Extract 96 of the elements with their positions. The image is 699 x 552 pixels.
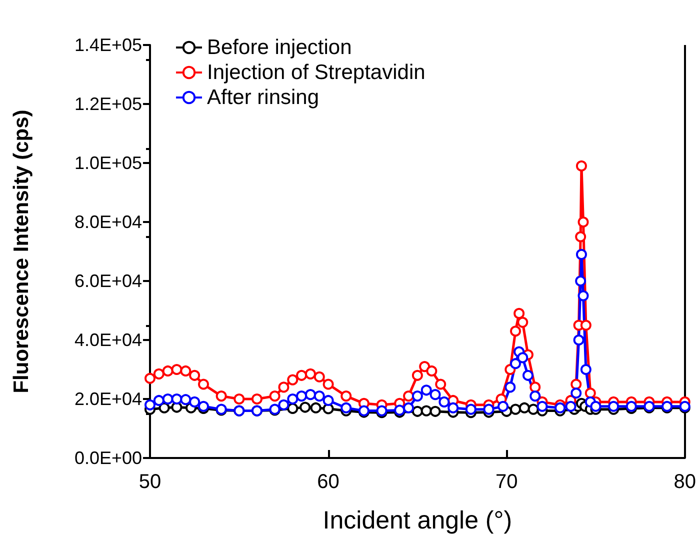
- point: [296, 370, 308, 381]
- point: [287, 402, 298, 414]
- point: [234, 394, 245, 404]
- point: [287, 394, 298, 404]
- point: [300, 402, 311, 413]
- point: [530, 382, 541, 393]
- x-tick-label: 80: [674, 471, 696, 493]
- point: [504, 382, 516, 393]
- point: [412, 390, 423, 402]
- point: [554, 402, 566, 414]
- point: [322, 394, 334, 406]
- point: [565, 400, 576, 412]
- point: [438, 396, 450, 408]
- point: [322, 378, 334, 390]
- point: [575, 276, 586, 286]
- point: [310, 402, 322, 414]
- point: [420, 405, 432, 416]
- point: [498, 400, 509, 412]
- point: [278, 399, 290, 410]
- point: [510, 358, 521, 370]
- point: [144, 372, 156, 384]
- point: [314, 390, 325, 402]
- point: [578, 216, 589, 228]
- point: [578, 290, 589, 302]
- point: [304, 389, 316, 400]
- y-axis-title: Fluorescence Intensity (cps): [10, 110, 33, 394]
- y-tick-label: 0.0E+00: [74, 448, 142, 468]
- point: [278, 382, 290, 393]
- point: [465, 404, 476, 415]
- point: [536, 400, 548, 412]
- point: [575, 231, 586, 242]
- point: [448, 402, 459, 414]
- point: [304, 368, 316, 380]
- point: [590, 400, 602, 412]
- point: [426, 365, 438, 376]
- point: [518, 402, 530, 414]
- point: [430, 389, 441, 400]
- point: [419, 361, 430, 372]
- point: [573, 334, 584, 346]
- point: [412, 370, 423, 381]
- point: [153, 368, 164, 380]
- point: [522, 370, 534, 381]
- point: [517, 352, 528, 364]
- point: [314, 371, 325, 382]
- point: [269, 390, 280, 402]
- point: [510, 326, 521, 337]
- point: [580, 364, 592, 375]
- point: [296, 390, 308, 402]
- point: [435, 378, 446, 390]
- point: [608, 400, 620, 412]
- point: [528, 404, 539, 415]
- point: [517, 316, 528, 328]
- point: [580, 320, 592, 331]
- point: [180, 394, 192, 406]
- y-tick-label: 1.2E+05: [74, 94, 142, 114]
- point: [189, 396, 200, 408]
- point: [430, 406, 441, 417]
- point: [570, 378, 582, 390]
- point: [287, 374, 298, 386]
- point: [403, 402, 414, 414]
- point: [144, 399, 156, 410]
- point: [171, 364, 182, 375]
- point: [251, 394, 262, 404]
- point: [420, 384, 432, 396]
- x-tick-label: 70: [495, 471, 518, 493]
- point: [340, 402, 352, 414]
- y-tick-label: 8.0E+04: [74, 212, 142, 232]
- point: [153, 394, 164, 406]
- legend-label: Injection of Streptavidin: [207, 61, 426, 84]
- legend-label: After rinsing: [207, 86, 320, 109]
- point: [403, 390, 414, 402]
- point: [171, 394, 182, 404]
- point: [576, 248, 587, 260]
- point: [570, 388, 582, 399]
- point: [162, 394, 174, 404]
- x-axis-title: Incident angle (°): [322, 506, 512, 534]
- y-tick-label: 1.0E+05: [74, 153, 142, 173]
- point: [510, 404, 521, 415]
- point: [584, 388, 596, 399]
- point: [483, 404, 494, 415]
- y-tick-label: 2.0E+04: [74, 389, 142, 409]
- point: [198, 378, 209, 390]
- point: [162, 365, 174, 376]
- point: [340, 390, 352, 402]
- point: [576, 160, 587, 172]
- x-tick-label: 50: [138, 471, 162, 493]
- point: [180, 365, 192, 376]
- point: [216, 390, 227, 402]
- y-tick-label: 1.4E+05: [74, 35, 142, 55]
- point: [530, 390, 541, 402]
- y-tick-label: 4.0E+04: [74, 330, 142, 350]
- y-tick-label: 6.0E+04: [74, 271, 142, 291]
- x-tick-label: 60: [317, 471, 340, 493]
- point: [189, 370, 200, 381]
- point: [514, 308, 525, 319]
- legend-label: Before injection: [207, 36, 352, 59]
